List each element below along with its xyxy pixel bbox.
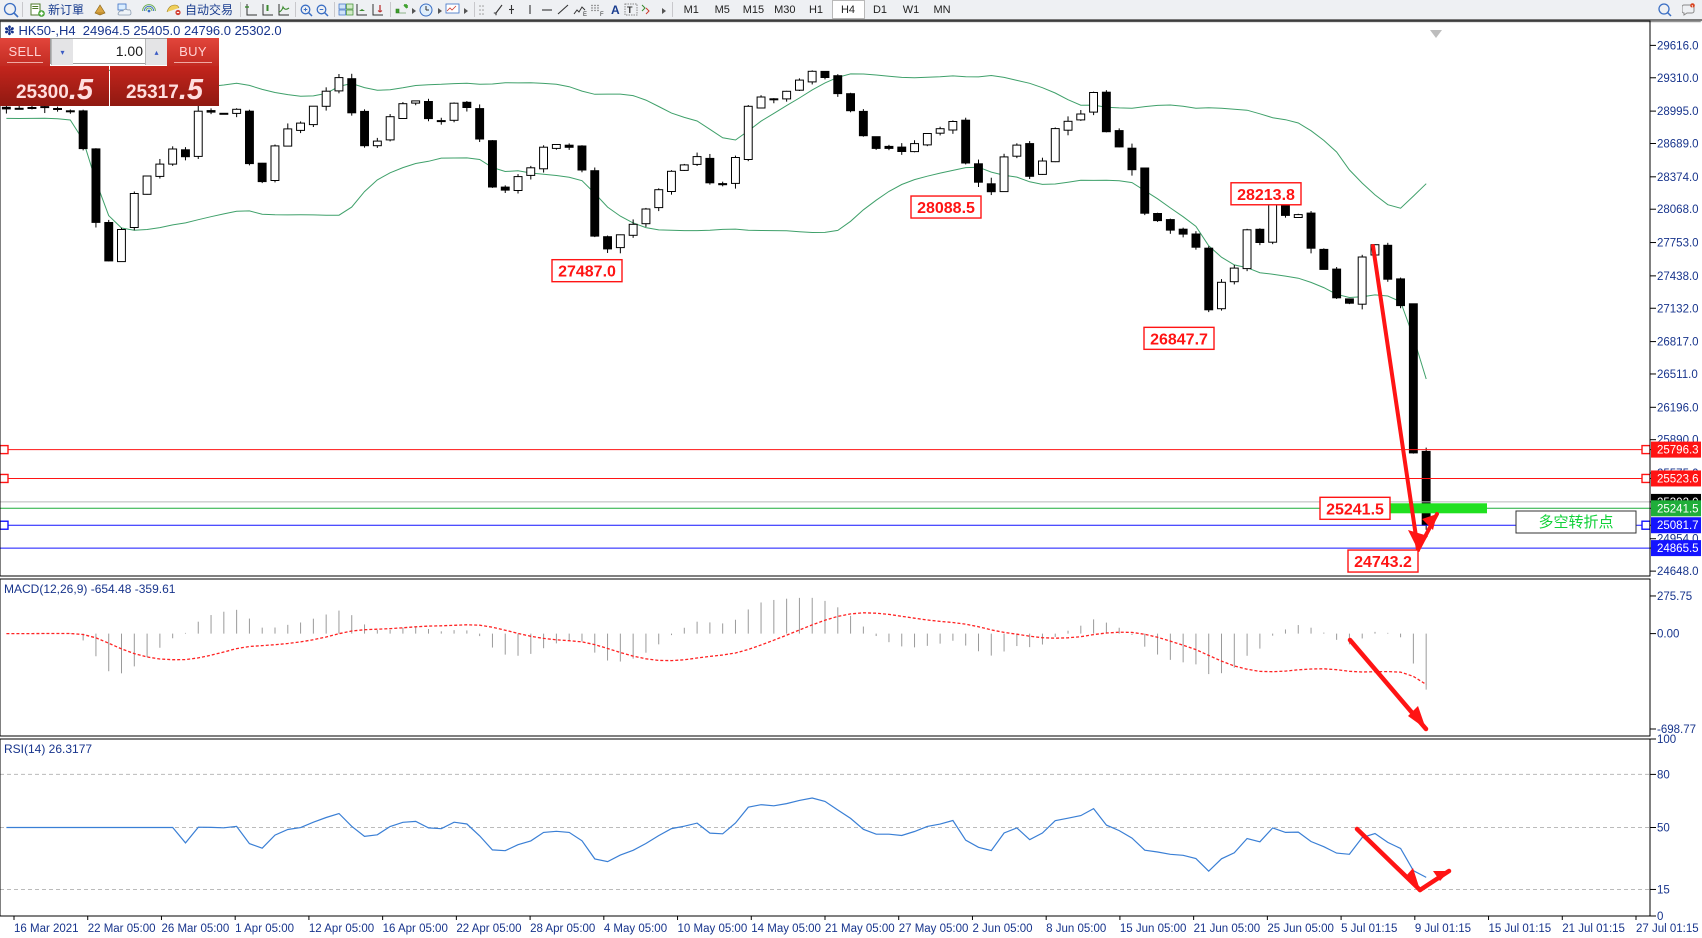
svg-text:16 Mar 2021: 16 Mar 2021 (14, 923, 79, 935)
svg-text:25523.6: 25523.6 (1657, 473, 1699, 485)
svg-text:26847.7: 26847.7 (1150, 331, 1208, 348)
svg-text:22 Mar 05:00: 22 Mar 05:00 (88, 923, 156, 935)
svg-text:26817.0: 26817.0 (1657, 337, 1699, 349)
svg-text:28213.8: 28213.8 (1237, 187, 1295, 204)
svg-text:27487.0: 27487.0 (558, 264, 616, 281)
svg-text:28068.0: 28068.0 (1657, 204, 1699, 216)
svg-text:29310.0: 29310.0 (1657, 73, 1699, 85)
svg-text:27 Jul 01:15: 27 Jul 01:15 (1636, 923, 1699, 935)
svg-text:24865.5: 24865.5 (1657, 543, 1699, 555)
svg-text:1 Apr 05:00: 1 Apr 05:00 (235, 923, 294, 935)
svg-text:28689.0: 28689.0 (1657, 138, 1699, 150)
svg-text:25241.5: 25241.5 (1326, 501, 1384, 518)
svg-text:15 Jul 01:15: 15 Jul 01:15 (1489, 923, 1552, 935)
svg-text:25 Jun 05:00: 25 Jun 05:00 (1267, 923, 1334, 935)
svg-text:27132.0: 27132.0 (1657, 303, 1699, 315)
svg-text:25796.3: 25796.3 (1657, 445, 1699, 457)
svg-text:27753.0: 27753.0 (1657, 238, 1699, 250)
svg-text:5 Jul 01:15: 5 Jul 01:15 (1341, 923, 1397, 935)
svg-text:14 May 05:00: 14 May 05:00 (751, 923, 821, 935)
svg-text:26 Mar 05:00: 26 Mar 05:00 (161, 923, 229, 935)
svg-text:21 May 05:00: 21 May 05:00 (825, 923, 895, 935)
svg-text:24743.2: 24743.2 (1354, 554, 1412, 571)
svg-text:0.00: 0.00 (1657, 629, 1679, 641)
svg-text:12 Apr 05:00: 12 Apr 05:00 (309, 923, 374, 935)
svg-text:15 Jun 05:00: 15 Jun 05:00 (1120, 923, 1187, 935)
svg-text:28088.5: 28088.5 (917, 200, 975, 217)
svg-text:21 Jul 01:15: 21 Jul 01:15 (1562, 923, 1625, 935)
svg-text:16 Apr 05:00: 16 Apr 05:00 (383, 923, 448, 935)
svg-text:21 Jun 05:00: 21 Jun 05:00 (1194, 923, 1261, 935)
svg-text:RSI(14) 26.3177: RSI(14) 26.3177 (4, 742, 92, 756)
svg-text:26511.0: 26511.0 (1657, 369, 1698, 381)
svg-text:多空转折点: 多空转折点 (1538, 514, 1613, 531)
svg-text:28374.0: 28374.0 (1657, 172, 1699, 184)
svg-text:8 Jun 05:00: 8 Jun 05:00 (1046, 923, 1106, 935)
svg-text:28 Apr 05:00: 28 Apr 05:00 (530, 923, 595, 935)
svg-text:MACD(12,26,9) -654.48 -359.61: MACD(12,26,9) -654.48 -359.61 (4, 582, 176, 596)
svg-text:24648.0: 24648.0 (1657, 566, 1699, 578)
svg-text:50: 50 (1657, 823, 1670, 835)
svg-text:10 May 05:00: 10 May 05:00 (678, 923, 748, 935)
svg-text:9 Jul 01:15: 9 Jul 01:15 (1415, 923, 1471, 935)
svg-text:29616.0: 29616.0 (1657, 40, 1699, 52)
svg-text:80: 80 (1657, 769, 1670, 781)
svg-text:2 Jun 05:00: 2 Jun 05:00 (972, 923, 1032, 935)
svg-text:4 May 05:00: 4 May 05:00 (604, 923, 667, 935)
svg-text:275.75: 275.75 (1657, 591, 1692, 603)
svg-text:22 Apr 05:00: 22 Apr 05:00 (456, 923, 521, 935)
svg-text:0: 0 (1657, 911, 1663, 923)
svg-text:27438.0: 27438.0 (1657, 271, 1699, 283)
svg-text:25241.5: 25241.5 (1657, 503, 1699, 515)
svg-text:-698.77: -698.77 (1657, 724, 1696, 736)
svg-text:26196.0: 26196.0 (1657, 402, 1699, 414)
svg-text:28995.0: 28995.0 (1657, 106, 1699, 118)
svg-text:27 May 05:00: 27 May 05:00 (899, 923, 969, 935)
svg-text:15: 15 (1657, 884, 1670, 896)
svg-text:25081.7: 25081.7 (1657, 520, 1699, 532)
